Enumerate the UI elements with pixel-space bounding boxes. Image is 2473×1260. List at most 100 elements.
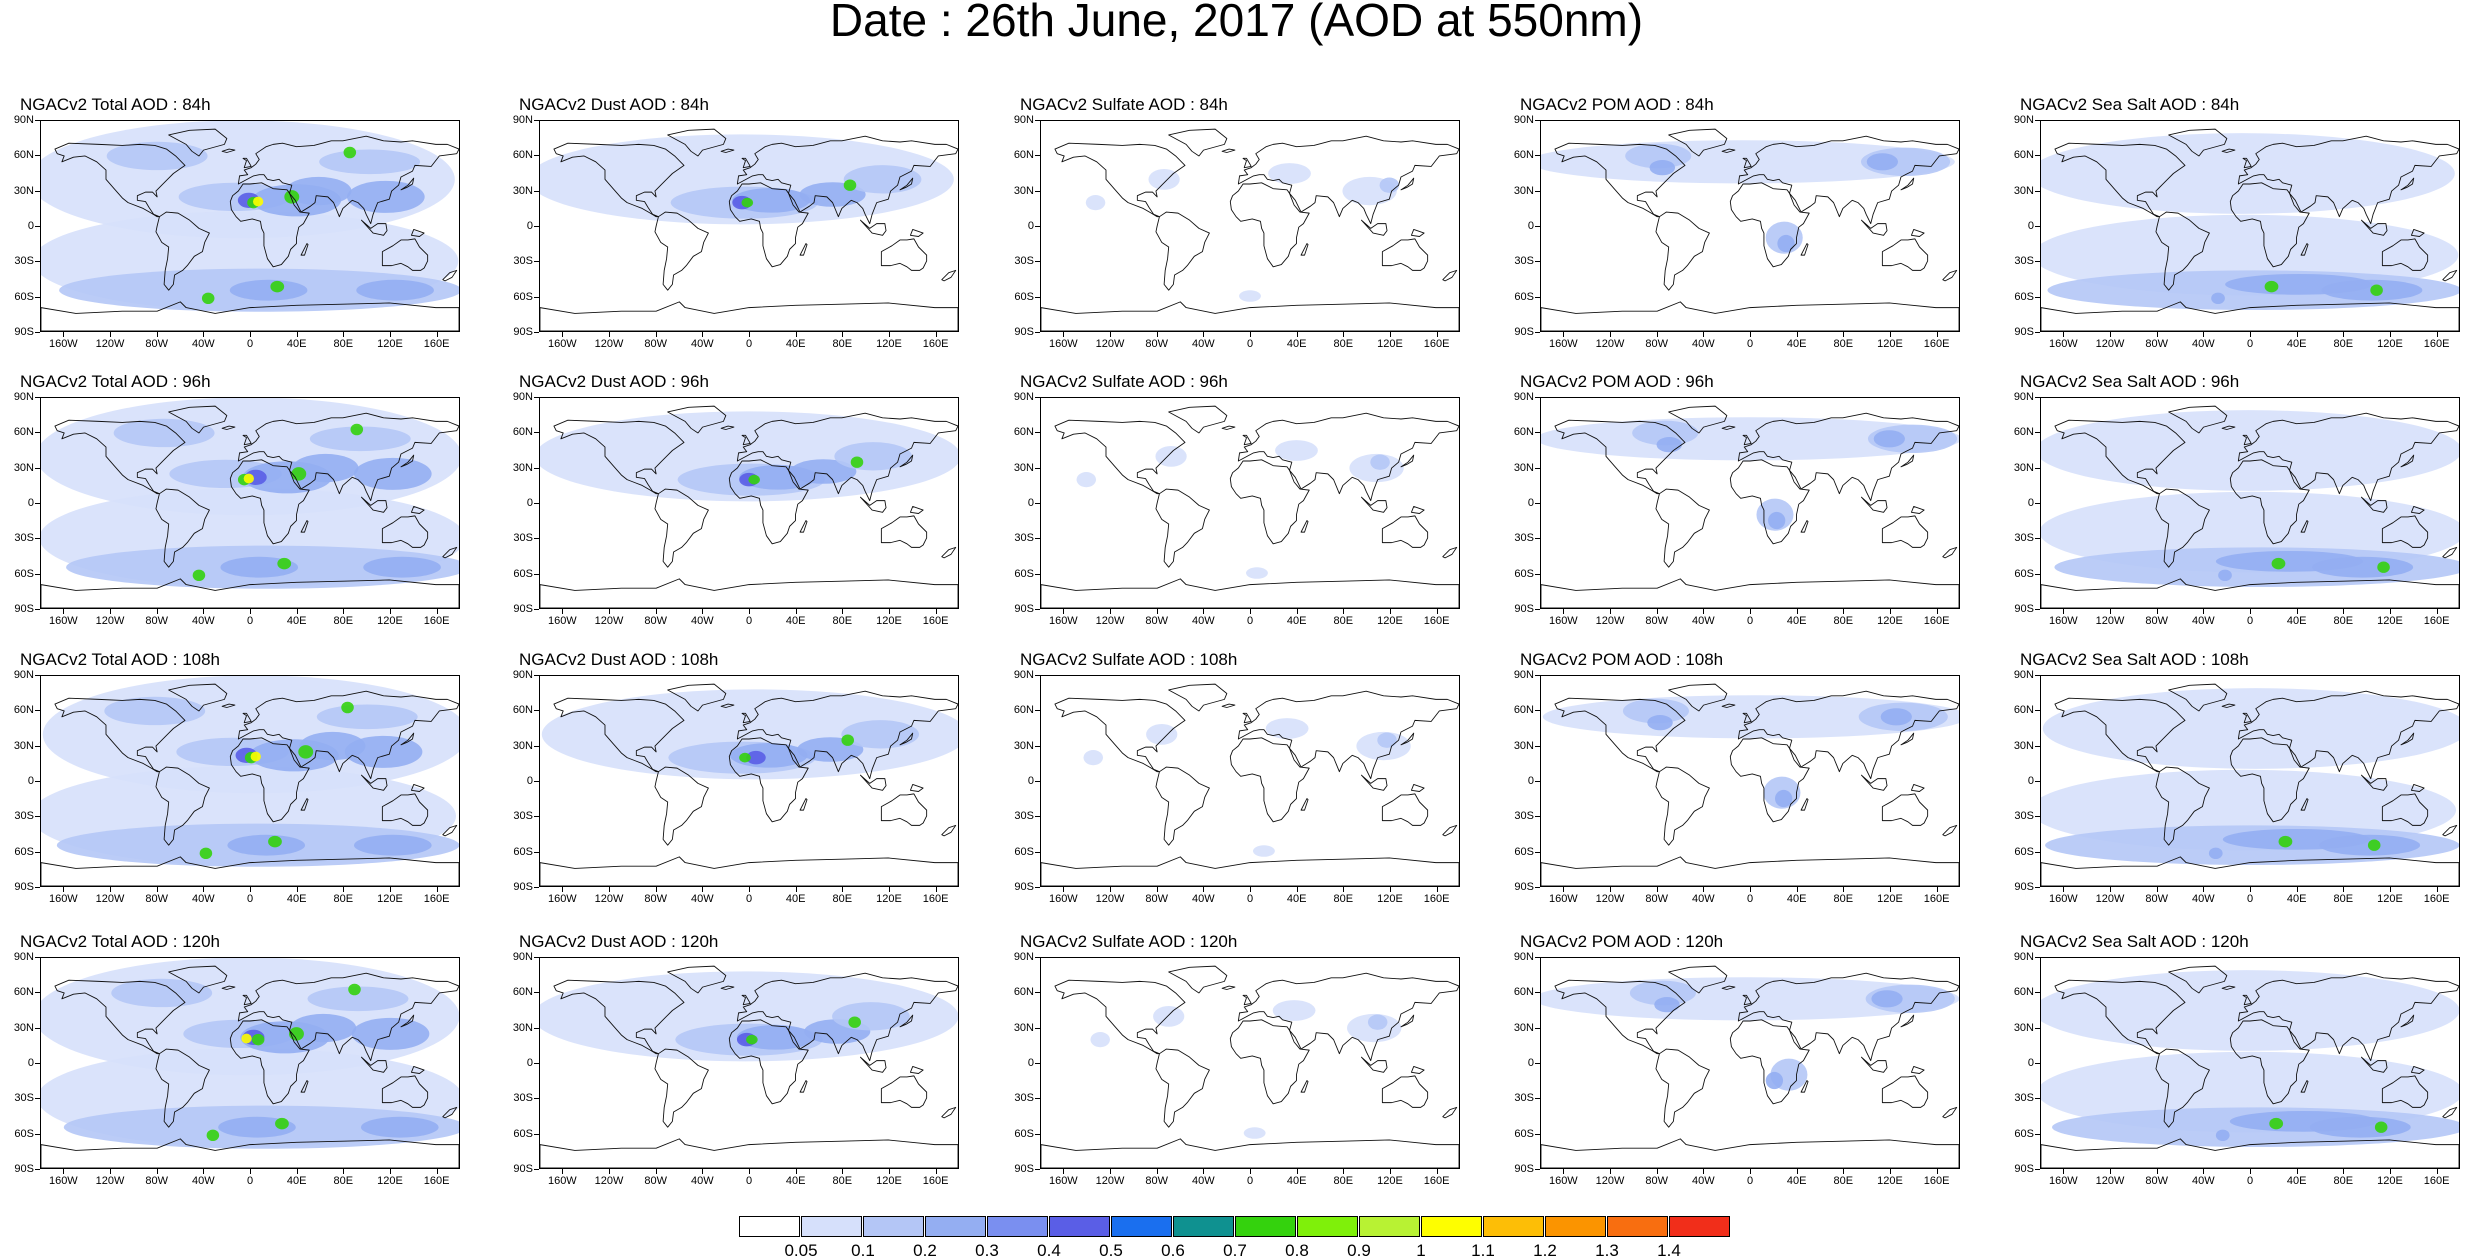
longitude-tick xyxy=(2203,1169,2205,1174)
latitude-tick-label: 0 xyxy=(2027,220,2034,232)
latitude-tick xyxy=(1535,887,1540,888)
longitude-tick-label: 160E xyxy=(2423,893,2450,905)
longitude-tick xyxy=(1703,1169,1705,1174)
longitude-tick-label: 0 xyxy=(1746,615,1754,627)
longitude-tick xyxy=(2250,887,2251,892)
longitude-tick xyxy=(562,332,564,337)
longitude-tick xyxy=(1796,609,1798,614)
longitude-tick-label: 40E xyxy=(1286,338,1307,350)
latitude-tick xyxy=(534,609,539,610)
longitude-tick xyxy=(795,1169,797,1174)
longitude-tick-label: 80W xyxy=(2145,893,2168,905)
longitude-tick-label: 120W xyxy=(594,1175,624,1187)
longitude-tick-label: 80W xyxy=(2145,1175,2168,1187)
latitude-tick xyxy=(35,432,40,434)
longitude-tick-label: 80E xyxy=(1333,893,1354,905)
latitude-tick-label: 60N xyxy=(13,986,34,999)
latitude-tick-label: 90S xyxy=(513,326,533,338)
longitude-tick-label: 80W xyxy=(644,615,667,627)
latitude-tick xyxy=(35,992,40,994)
longitude-tick xyxy=(935,332,937,337)
longitude-tick-label: 160W xyxy=(547,338,577,350)
longitude-tick-label: 160E xyxy=(2423,1175,2450,1187)
latitude-tick xyxy=(1535,226,1540,227)
latitude-tick-label: 60S xyxy=(513,290,533,303)
latitude-tick xyxy=(534,1027,539,1029)
latitude-tick-label: 90S xyxy=(14,1163,34,1175)
longitude-tick-label: 40E xyxy=(286,893,307,905)
longitude-tick xyxy=(702,887,704,892)
latitude-tick xyxy=(1535,296,1540,298)
longitude-tick-label: 0 xyxy=(1746,1175,1754,1187)
world-map xyxy=(2040,675,2460,887)
latitude-tick-label: 0 xyxy=(27,1057,34,1069)
latitude-tick-label: 90N xyxy=(1513,114,1534,126)
latitude-tick-label: 60N xyxy=(512,426,533,439)
latitude-tick-label: 30N xyxy=(1513,461,1534,474)
latitude-tick-label: 30N xyxy=(13,461,34,474)
latitude-tick xyxy=(1035,432,1040,434)
longitude-tick xyxy=(1563,1169,1565,1174)
longitude-tick-label: 160E xyxy=(423,338,450,350)
latitude-tick-label: 60N xyxy=(1513,149,1534,162)
latitude-tick-label: 0 xyxy=(526,220,533,232)
longitude-tick-label: 0 xyxy=(2246,893,2254,905)
longitude-tick xyxy=(2296,887,2298,892)
longitude-tick-label: 120W xyxy=(95,615,125,627)
latitude-tick xyxy=(534,503,539,504)
longitude-tick xyxy=(2343,887,2345,892)
latitude-tick-label: 0 xyxy=(526,1057,533,1069)
longitude-tick xyxy=(655,1169,657,1174)
latitude-tick xyxy=(35,957,40,958)
longitude-tick xyxy=(1250,332,1251,337)
world-map xyxy=(539,120,959,332)
colorbar-label: 0.05 xyxy=(784,1241,818,1260)
latitude-tick-label: 0 xyxy=(1027,220,1034,232)
longitude-tick xyxy=(296,609,298,614)
longitude-tick xyxy=(1796,1169,1798,1174)
longitude-tick xyxy=(1703,332,1705,337)
longitude-tick xyxy=(1890,332,1891,337)
longitude-tick-label: 40W xyxy=(1192,1175,1215,1187)
latitude-tick-label: 90N xyxy=(1513,391,1534,403)
longitude-tick xyxy=(1936,887,1938,892)
latitude-tick-label: 60N xyxy=(1013,426,1034,439)
latitude-tick xyxy=(1035,675,1040,676)
longitude-tick-label: 80W xyxy=(1645,1175,1668,1187)
longitude-tick xyxy=(1343,887,1345,892)
longitude-tick xyxy=(795,332,797,337)
longitude-tick xyxy=(2436,1169,2438,1174)
latitude-tick xyxy=(35,190,40,192)
latitude-tick-label: 60S xyxy=(14,1127,34,1140)
longitude-tick-label: 160E xyxy=(922,1175,949,1187)
longitude-tick-label: 160E xyxy=(922,338,949,350)
latitude-tick-label: 90S xyxy=(14,326,34,338)
longitude-tick-label: 40E xyxy=(1786,615,1807,627)
longitude-tick-label: 160E xyxy=(423,1175,450,1187)
longitude-tick xyxy=(935,609,937,614)
longitude-tick-label: 160W xyxy=(2048,615,2078,627)
longitude-tick xyxy=(749,887,750,892)
latitude-tick-label: 90N xyxy=(13,669,34,681)
latitude-tick xyxy=(1035,261,1040,263)
longitude-tick xyxy=(2063,887,2065,892)
longitude-tick-label: 120W xyxy=(2095,338,2125,350)
latitude-tick xyxy=(1035,1098,1040,1100)
latitude-tick xyxy=(2035,296,2040,298)
longitude-tick-label: 0 xyxy=(246,338,254,350)
latitude-tick-label: 60S xyxy=(1514,567,1534,580)
latitude-tick-label: 90N xyxy=(1013,951,1034,963)
latitude-tick-label: 60S xyxy=(14,290,34,303)
latitude-tick-label: 0 xyxy=(1527,220,1534,232)
world-map xyxy=(1540,675,1960,887)
longitude-tick xyxy=(1750,332,1751,337)
longitude-tick-label: 120E xyxy=(2377,338,2403,350)
latitude-tick xyxy=(1535,432,1540,434)
longitude-tick-label: 160E xyxy=(423,615,450,627)
latitude-tick xyxy=(1035,1027,1040,1029)
latitude-tick-label: 60N xyxy=(2013,426,2034,439)
longitude-tick xyxy=(2110,609,2111,614)
latitude-tick-label: 60N xyxy=(512,704,533,717)
longitude-tick xyxy=(1343,1169,1345,1174)
latitude-tick xyxy=(1035,745,1040,747)
